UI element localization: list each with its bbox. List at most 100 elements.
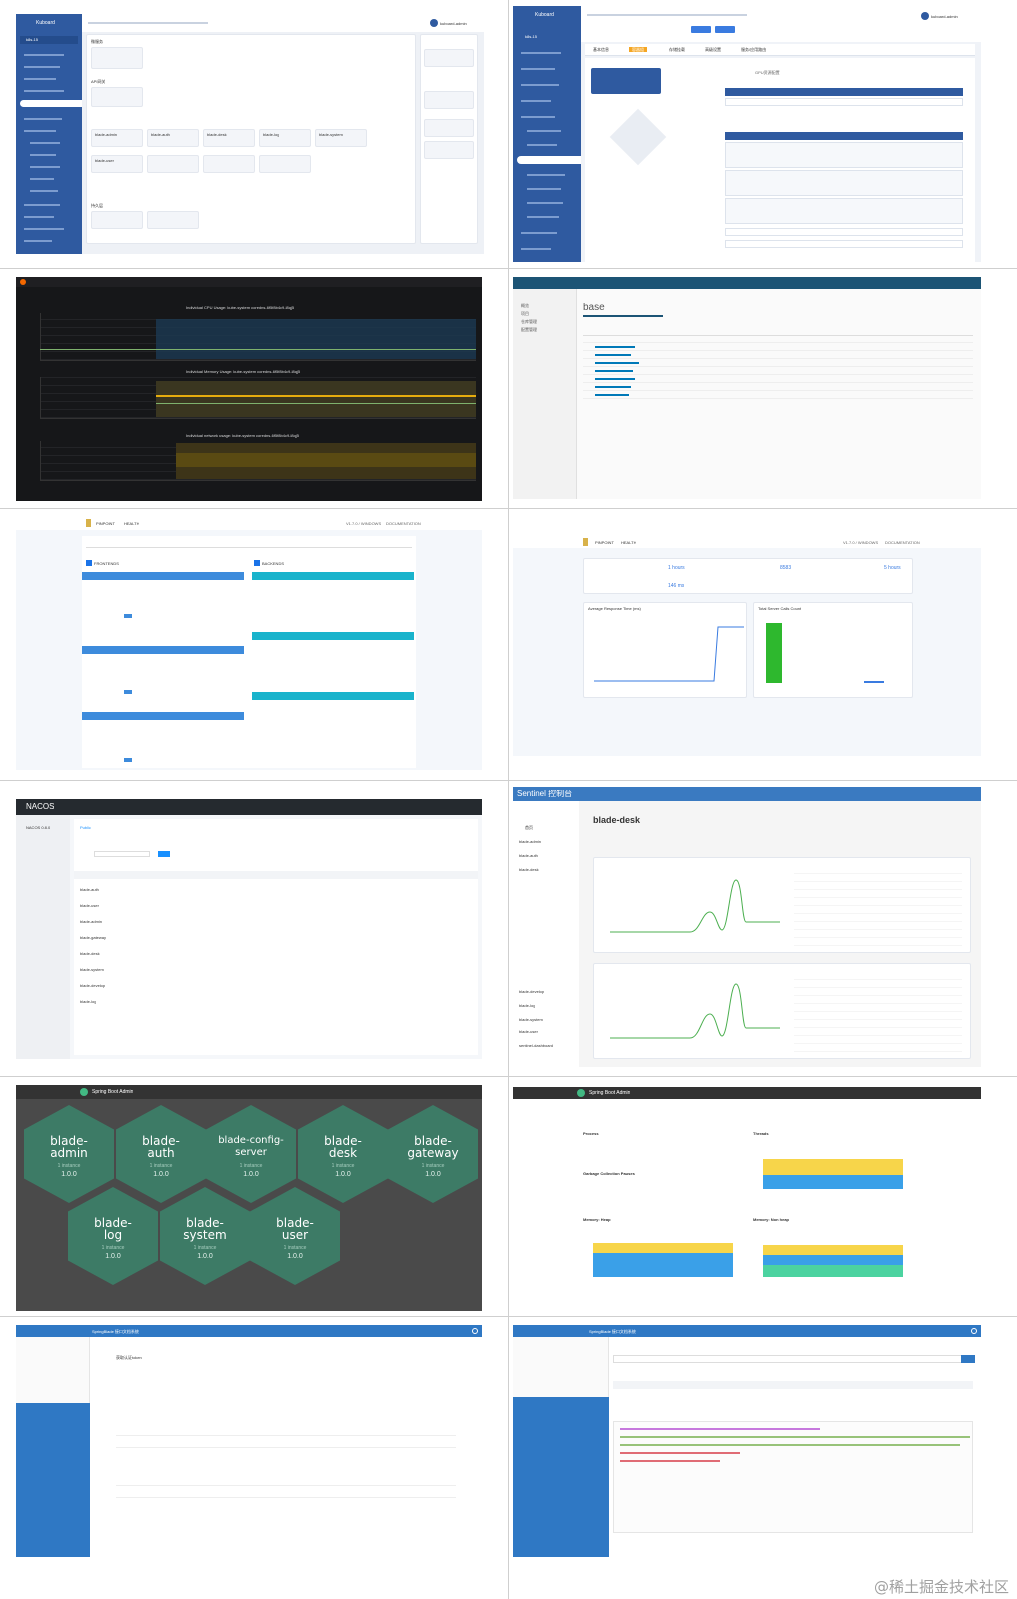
app-hexagon[interactable]: blade- admin 1 instance 1.0.0 [24, 1105, 114, 1203]
avatar[interactable] [430, 19, 438, 27]
grid-divider [0, 780, 1017, 781]
grafana-logo-icon[interactable] [20, 279, 26, 285]
search-input[interactable] [86, 540, 412, 548]
doc-title: SpringBlade 接口文档系统 [92, 1329, 139, 1334]
app-hexagon[interactable]: blade- auth 1 instance 1.0.0 [116, 1105, 206, 1203]
app-hexagon[interactable]: blade- gateway 1 instance 1.0.0 [388, 1105, 478, 1203]
doc-title: SpringBlade 接口文档系统 [589, 1329, 636, 1334]
sidebar-item-cluster[interactable] [20, 36, 78, 44]
action-button[interactable] [691, 26, 711, 33]
search-icon[interactable] [472, 1328, 478, 1334]
menu-item[interactable]: blade-system [519, 1017, 543, 1022]
top-user[interactable]: kuboard-admin [931, 14, 958, 19]
sidebar-item-active[interactable] [20, 100, 82, 107]
response-time-chart [594, 626, 744, 682]
service-name: blade-system [80, 967, 104, 972]
stat-value: 5 hours [884, 565, 901, 571]
stat-value: 146 ms [668, 583, 685, 589]
nacos-brand: NACOS [26, 803, 55, 810]
menu-item[interactable]: 仓库管理 [521, 319, 537, 324]
menu-item[interactable]: 概览 [521, 303, 529, 308]
tab-basic[interactable]: 基本信息 [593, 47, 609, 52]
kuboard-topbar: kuboard-admin [82, 14, 484, 32]
sba-brand: Spring Boot Admin [589, 1090, 631, 1096]
version-link[interactable]: V1.7.0 / WINDOWS [843, 540, 879, 545]
app-hexagon[interactable]: blade- log 1 instance 1.0.0 [68, 1187, 158, 1285]
menu-item[interactable]: blade-admin [519, 839, 542, 844]
status-badge [124, 758, 132, 762]
avatar[interactable] [921, 12, 929, 20]
kuboard-brand: Kuboard [36, 20, 55, 26]
workload-card[interactable]: blade-auth [147, 129, 199, 147]
bar [766, 623, 782, 683]
query-button[interactable] [158, 851, 170, 857]
tab-route[interactable]: 服务/应用路由 [741, 47, 767, 52]
menu-item[interactable]: blade-log [519, 1003, 536, 1008]
menu-item[interactable]: blade-develop [519, 989, 545, 994]
service-name: blade-develop [80, 983, 106, 988]
service-name: blade-auth [80, 887, 99, 892]
project-title: base [583, 303, 605, 313]
main-panel: 微服务 API网关 持久层 blade-admin blade-auth bla… [86, 34, 416, 244]
tab-health[interactable]: HEALTH [621, 540, 637, 545]
doc-link[interactable]: DOCUMENTATION [885, 540, 920, 545]
panel-sentinel: Sentinel 控制台 首页 blade-admin blade-auth b… [513, 787, 981, 1067]
sidebar-item-active[interactable] [517, 156, 581, 164]
section-gateway: API网关 [91, 79, 106, 84]
service-name: blade-user [80, 903, 99, 908]
sba-logo-icon [577, 1089, 585, 1097]
doc-link[interactable]: DOCUMENTATION [386, 521, 421, 526]
workload-card[interactable]: blade-log [259, 129, 311, 147]
send-button[interactable] [961, 1355, 975, 1363]
watermark: @稀土掘金技术社区 [873, 1578, 1009, 1596]
section-microservice: 微服务 [91, 39, 103, 44]
threads-chart [763, 1155, 903, 1191]
panel-api-doc: SpringBlade 接口文档系统 获取认证token [16, 1325, 482, 1557]
section-persist: 持久层 [91, 203, 103, 208]
menu-item[interactable]: blade-desk [519, 867, 539, 872]
top-user[interactable]: kuboard-admin [440, 21, 467, 26]
action-button[interactable] [715, 26, 735, 33]
service-name: blade-desk [80, 951, 100, 956]
grid-divider [0, 508, 1017, 509]
menu-item[interactable]: 项目 [521, 311, 529, 316]
workload-card[interactable]: blade-system [315, 129, 367, 147]
namespace[interactable]: Public [80, 825, 91, 830]
menu-item[interactable]: blade-auth [519, 853, 538, 858]
status-badge [124, 690, 132, 694]
pinpoint-logo-icon [86, 519, 91, 527]
backends-title: BACKENDS [262, 561, 285, 566]
tab-advanced[interactable]: 高级设置 [705, 47, 721, 52]
pinpoint-logo-icon [583, 538, 588, 546]
menu-item[interactable]: blade-user [519, 1029, 538, 1034]
cluster-label: k8s-15 [26, 37, 39, 42]
nonheap-chart [763, 1243, 903, 1279]
app-hexagon[interactable]: blade- user 1 instance 1.0.0 [250, 1187, 340, 1285]
search-icon[interactable] [971, 1328, 977, 1334]
panel-kuboard-edit: Kuboard k8s-15 kuboard-admin 基本信息 [513, 6, 981, 262]
workload-card[interactable]: blade-user [91, 155, 143, 173]
tab-container[interactable]: 容器组 [629, 47, 647, 52]
menu-item[interactable]: 配置管理 [521, 327, 537, 332]
workload-card[interactable]: blade-admin [91, 129, 143, 147]
chart-title: Average Response Time (ms) [588, 606, 641, 611]
menu-item[interactable]: 首页 [525, 825, 533, 830]
tab-storage[interactable]: 存储挂载 [669, 47, 685, 52]
tab-health[interactable]: HEALTH [124, 521, 140, 526]
app-hexagon[interactable]: blade- desk 1 instance 1.0.0 [298, 1105, 388, 1203]
sba-logo-icon [80, 1088, 88, 1096]
version-link[interactable]: V1.7.0 / WINDOWS [346, 521, 382, 526]
qps-chart [610, 879, 780, 933]
section-heap: Memory: Heap [583, 1217, 611, 1222]
workload-card[interactable]: blade-desk [203, 129, 255, 147]
stat-value: 8583 [780, 565, 792, 571]
app-hexagon[interactable]: blade-config- server 1 instance 1.0.0 [206, 1105, 296, 1203]
panel-pinpoint-health: PINPOINT HEALTH V1.7.0 / WINDOWS DOCUMEN… [16, 516, 482, 770]
kuboard-sidebar: Kuboard k8s-15 [16, 14, 82, 254]
menu-item[interactable]: sentinel-dashboard [519, 1043, 554, 1048]
section-threads: Threads [753, 1131, 769, 1136]
app-hexagon[interactable]: blade- system 1 instance 1.0.0 [160, 1187, 250, 1285]
search-input[interactable] [94, 851, 150, 857]
url-input[interactable] [613, 1355, 973, 1363]
